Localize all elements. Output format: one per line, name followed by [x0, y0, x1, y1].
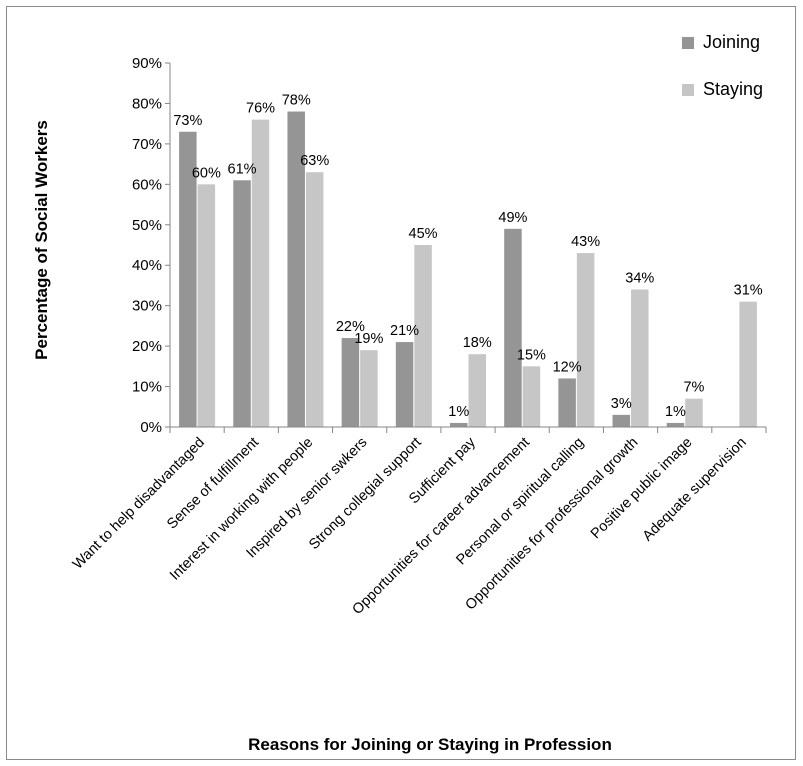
y-tick-label: 30%: [132, 298, 162, 315]
legend-label-staying: Staying: [703, 79, 763, 99]
data-label-staying: 15%: [517, 347, 546, 363]
data-label-staying: 31%: [734, 283, 763, 299]
x-category-label: Sense of fulfillment: [164, 435, 262, 533]
bar-staying: [360, 350, 378, 427]
y-tick-label: 50%: [132, 217, 162, 234]
data-label-joining: 22%: [336, 319, 365, 335]
x-category-label: Positive public image: [588, 435, 696, 543]
legend-swatch-staying: [682, 84, 694, 96]
bar-staying: [685, 398, 703, 427]
data-label-staying: 18%: [463, 335, 492, 351]
y-tick-label: 90%: [132, 55, 162, 72]
bar-staying: [197, 184, 216, 427]
data-label-joining: 61%: [228, 161, 257, 177]
data-label-joining: 78%: [282, 93, 311, 109]
bar-joining: [666, 422, 685, 427]
data-label-joining: 49%: [498, 210, 527, 226]
y-tick-label: 10%: [132, 379, 162, 396]
bar-joining: [233, 180, 251, 427]
data-label-staying: 45%: [409, 226, 438, 242]
x-category-label: Strong collegial support: [306, 435, 424, 553]
y-axis: 0% 10% 20% 30% 40% 50% 60% 70% 80% 90%: [132, 55, 171, 436]
bar-joining: [558, 378, 576, 427]
y-tick-label: 70%: [132, 136, 162, 153]
bar-staying: [468, 354, 486, 427]
x-category-label: Adequate supervision: [640, 435, 750, 545]
data-label-joining: 73%: [173, 113, 202, 129]
legend-swatch-joining: [682, 37, 694, 49]
y-axis-title: Percentage of Social Workers: [32, 120, 51, 360]
bar-joining: [179, 131, 197, 427]
data-label-joining: 3%: [611, 396, 632, 412]
legend-label-joining: Joining: [703, 32, 760, 52]
x-axis-title: Reasons for Joining or Staying in Profes…: [248, 735, 612, 754]
y-tick-label: 60%: [132, 176, 162, 193]
bar-staying: [576, 253, 595, 427]
bar-joining: [450, 422, 468, 427]
data-label-staying: 63%: [300, 153, 329, 169]
bar-joining: [395, 342, 414, 427]
bars: [179, 111, 757, 428]
data-label-joining: 12%: [553, 359, 582, 375]
y-tick-label: 0%: [140, 419, 162, 436]
data-label-staying: 34%: [625, 270, 654, 286]
data-label-staying: 60%: [192, 165, 221, 181]
bar-staying: [631, 289, 649, 427]
bar-staying: [305, 172, 324, 427]
bar-staying: [739, 301, 757, 427]
bar-staying: [251, 119, 270, 427]
bar-joining: [287, 111, 305, 428]
data-labels: 73% 61% 78% 22% 21% 1% 49% 12% 3% 1% 60% 76% 63% 19% 4…: [173, 93, 762, 420]
bar-staying: [522, 366, 541, 427]
data-label-staying: 19%: [354, 331, 383, 347]
y-tick-label: 20%: [132, 338, 162, 355]
data-label-staying: 7%: [683, 380, 704, 396]
bar-joining: [504, 228, 522, 427]
y-tick-label: 80%: [132, 95, 162, 112]
data-label-joining: 1%: [665, 404, 686, 420]
bar-staying: [414, 245, 432, 427]
bar-joining: [612, 414, 631, 427]
y-tick-label: 40%: [132, 257, 162, 274]
legend: Joining Staying: [682, 32, 763, 99]
data-label-staying: 76%: [246, 101, 275, 117]
data-label-joining: 1%: [448, 404, 469, 420]
bar-joining: [341, 338, 360, 427]
data-label-joining: 21%: [390, 323, 419, 339]
data-label-staying: 43%: [571, 234, 600, 250]
